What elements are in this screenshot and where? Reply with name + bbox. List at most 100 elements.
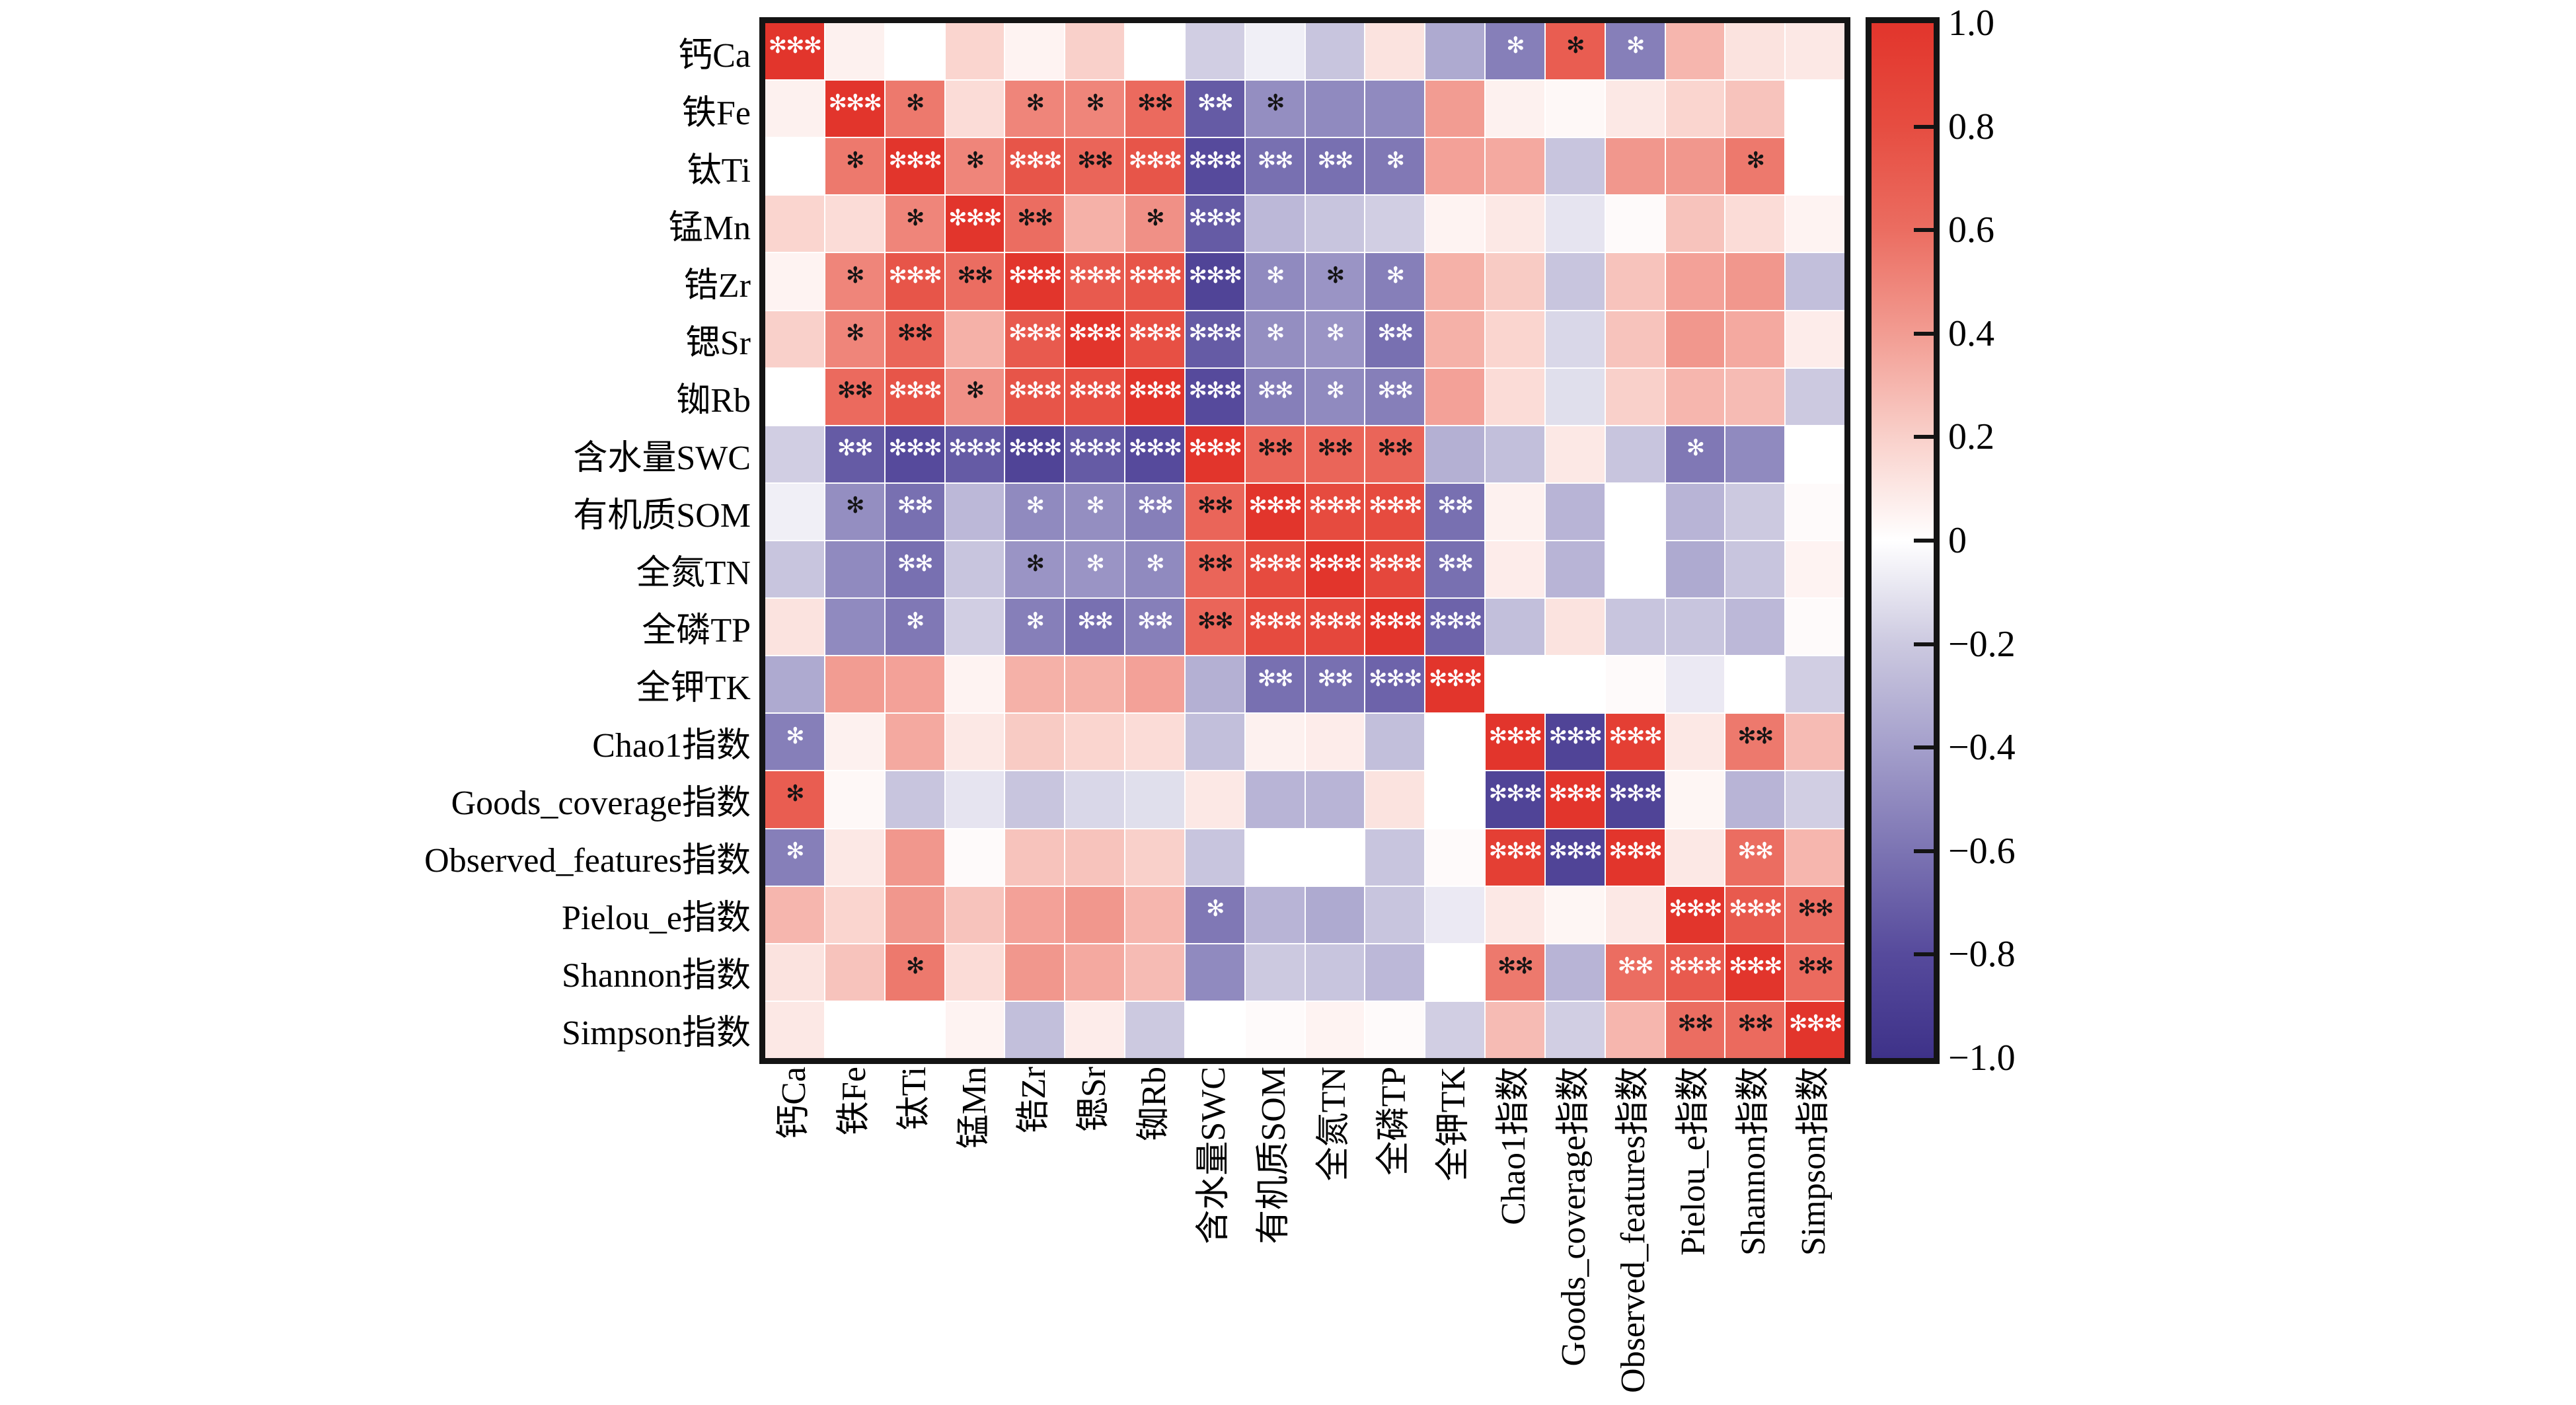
heatmap-cell bbox=[945, 311, 1004, 367]
heatmap-cell bbox=[1245, 886, 1305, 943]
significance-stars: ✻ bbox=[1506, 32, 1525, 59]
significance-stars: ✻✻✻ bbox=[1248, 492, 1302, 519]
heatmap-cell bbox=[1065, 714, 1124, 771]
significance-stars: ✻✻✻ bbox=[1548, 780, 1603, 807]
heatmap-cell bbox=[1065, 829, 1124, 886]
heatmap-cell: ✻✻✻ bbox=[945, 196, 1004, 252]
heatmap-cell bbox=[1665, 714, 1725, 771]
heatmap-cell bbox=[1486, 253, 1544, 310]
heatmap-cell bbox=[1185, 829, 1244, 886]
heatmap-cell: ✻ bbox=[1545, 23, 1605, 80]
significance-stars: ✻✻ bbox=[1737, 1010, 1774, 1038]
heatmap-cell: ✻✻✻ bbox=[1545, 829, 1605, 886]
col-label: Shannon指数 bbox=[1734, 1067, 1772, 1256]
heatmap-cell bbox=[1665, 81, 1725, 137]
heatmap-cell bbox=[1725, 771, 1785, 828]
col-label: Observed_features指数 bbox=[1614, 1067, 1653, 1393]
significance-stars: ✻ bbox=[1686, 435, 1705, 462]
heatmap-cell bbox=[1065, 771, 1124, 828]
heatmap-cell bbox=[825, 599, 884, 656]
heatmap-cell bbox=[945, 483, 1004, 540]
heatmap-cell bbox=[1725, 541, 1785, 598]
significance-stars: ✻✻✻ bbox=[1609, 780, 1662, 807]
heatmap-cell: ✻✻ bbox=[1245, 656, 1305, 713]
heatmap-cell bbox=[1665, 311, 1725, 367]
heatmap-cell: ✻✻✻ bbox=[1486, 829, 1544, 886]
heatmap-cell: ✻✻ bbox=[1185, 541, 1244, 598]
heatmap-cell: ✻✻✻ bbox=[1665, 886, 1725, 943]
row-label: 钙Ca bbox=[678, 37, 751, 75]
significance-stars: ✻✻✻ bbox=[1369, 492, 1422, 519]
heatmap-cell bbox=[1605, 426, 1665, 482]
heatmap-cell bbox=[1486, 656, 1544, 713]
significance-stars: ✻✻✻ bbox=[1068, 377, 1122, 404]
significance-stars: ✻✻✻ bbox=[1188, 204, 1242, 231]
heatmap-cell: ✻✻✻ bbox=[1005, 311, 1065, 367]
heatmap-cell bbox=[1245, 1001, 1305, 1058]
heatmap-cell: ✻ bbox=[1185, 886, 1244, 943]
heatmap-cell: ✻✻✻ bbox=[1425, 599, 1484, 656]
heatmap-cell bbox=[1065, 23, 1124, 80]
colorbar-tick-label: 0 bbox=[1948, 520, 1967, 561]
heatmap-cell bbox=[765, 138, 824, 195]
heatmap-cell: ✻✻✻ bbox=[1185, 196, 1244, 252]
row-label: 锰Mn bbox=[668, 209, 751, 247]
significance-stars: ✻✻ bbox=[1737, 722, 1774, 749]
heatmap-cell: ✻✻ bbox=[1245, 426, 1305, 482]
heatmap-cell: ✻ bbox=[1245, 81, 1305, 137]
heatmap-cell: ✻✻✻ bbox=[1125, 368, 1184, 425]
heatmap-cell bbox=[1725, 426, 1785, 482]
heatmap-cell bbox=[1605, 253, 1665, 310]
heatmap-cell bbox=[825, 656, 884, 713]
heatmap-cell bbox=[825, 829, 884, 886]
significance-stars: ✻ bbox=[1146, 204, 1164, 231]
heatmap-cell bbox=[1665, 368, 1725, 425]
heatmap-cell bbox=[1786, 253, 1844, 310]
significance-stars: ✻ bbox=[1146, 550, 1164, 577]
significance-stars: ✻✻✻ bbox=[1188, 320, 1242, 347]
heatmap-cell bbox=[1005, 771, 1065, 828]
significance-stars: ✻✻ bbox=[1137, 89, 1174, 116]
row-label: 全钾TK bbox=[636, 669, 751, 707]
heatmap-cell: ✻✻✻ bbox=[1065, 368, 1124, 425]
heatmap-cell: ✻✻✻ bbox=[1005, 138, 1065, 195]
significance-stars: ✻✻✻ bbox=[1128, 377, 1182, 404]
significance-stars: ✻✻ bbox=[1077, 607, 1114, 634]
heatmap-cell: ✻ bbox=[1365, 253, 1425, 310]
heatmap-cell bbox=[1305, 81, 1365, 137]
heatmap-cell bbox=[1786, 23, 1844, 80]
significance-stars: ✻✻✻ bbox=[888, 435, 942, 462]
col-label: 铁Fe bbox=[835, 1067, 874, 1136]
significance-stars: ✻✻✻ bbox=[1369, 550, 1422, 577]
heatmap-cell bbox=[1185, 944, 1244, 1001]
heatmap-cell bbox=[1605, 196, 1665, 252]
heatmap-cell: ✻✻ bbox=[1065, 599, 1124, 656]
heatmap-cell: ✻✻✻ bbox=[1065, 311, 1124, 367]
heatmap-cell bbox=[825, 944, 884, 1001]
heatmap-cell bbox=[1065, 886, 1124, 943]
heatmap-cell bbox=[1545, 541, 1605, 598]
heatmap-cell bbox=[1185, 656, 1244, 713]
heatmap-cell bbox=[1786, 541, 1844, 598]
heatmap-cell bbox=[1305, 771, 1365, 828]
heatmap-cell: ✻ bbox=[1305, 368, 1365, 425]
colorbar-tick bbox=[1914, 745, 1934, 750]
heatmap-cell: ✻ bbox=[1605, 23, 1665, 80]
heatmap-cell bbox=[1125, 829, 1184, 886]
heatmap-cell: ✻✻ bbox=[1065, 138, 1124, 195]
heatmap-cell bbox=[1365, 944, 1425, 1001]
col-label: 含水量SWC bbox=[1195, 1067, 1233, 1244]
significance-stars: ✻✻ bbox=[1317, 147, 1353, 174]
colorbar-tick-label: 0.2 bbox=[1948, 416, 1994, 458]
heatmap-cell: ✻✻✻ bbox=[1545, 771, 1605, 828]
heatmap-cell bbox=[945, 771, 1004, 828]
col-label: 全钾TK bbox=[1435, 1067, 1473, 1182]
heatmap-cell bbox=[1245, 944, 1305, 1001]
heatmap-cell: ✻✻✻ bbox=[1425, 656, 1484, 713]
heatmap-cell: ✻✻ bbox=[1185, 81, 1244, 137]
significance-stars: ✻ bbox=[845, 147, 864, 174]
heatmap-cell bbox=[1425, 886, 1484, 943]
heatmap-cell bbox=[825, 23, 884, 80]
heatmap-cell bbox=[1425, 23, 1484, 80]
heatmap-cell: ✻✻ bbox=[1486, 944, 1544, 1001]
